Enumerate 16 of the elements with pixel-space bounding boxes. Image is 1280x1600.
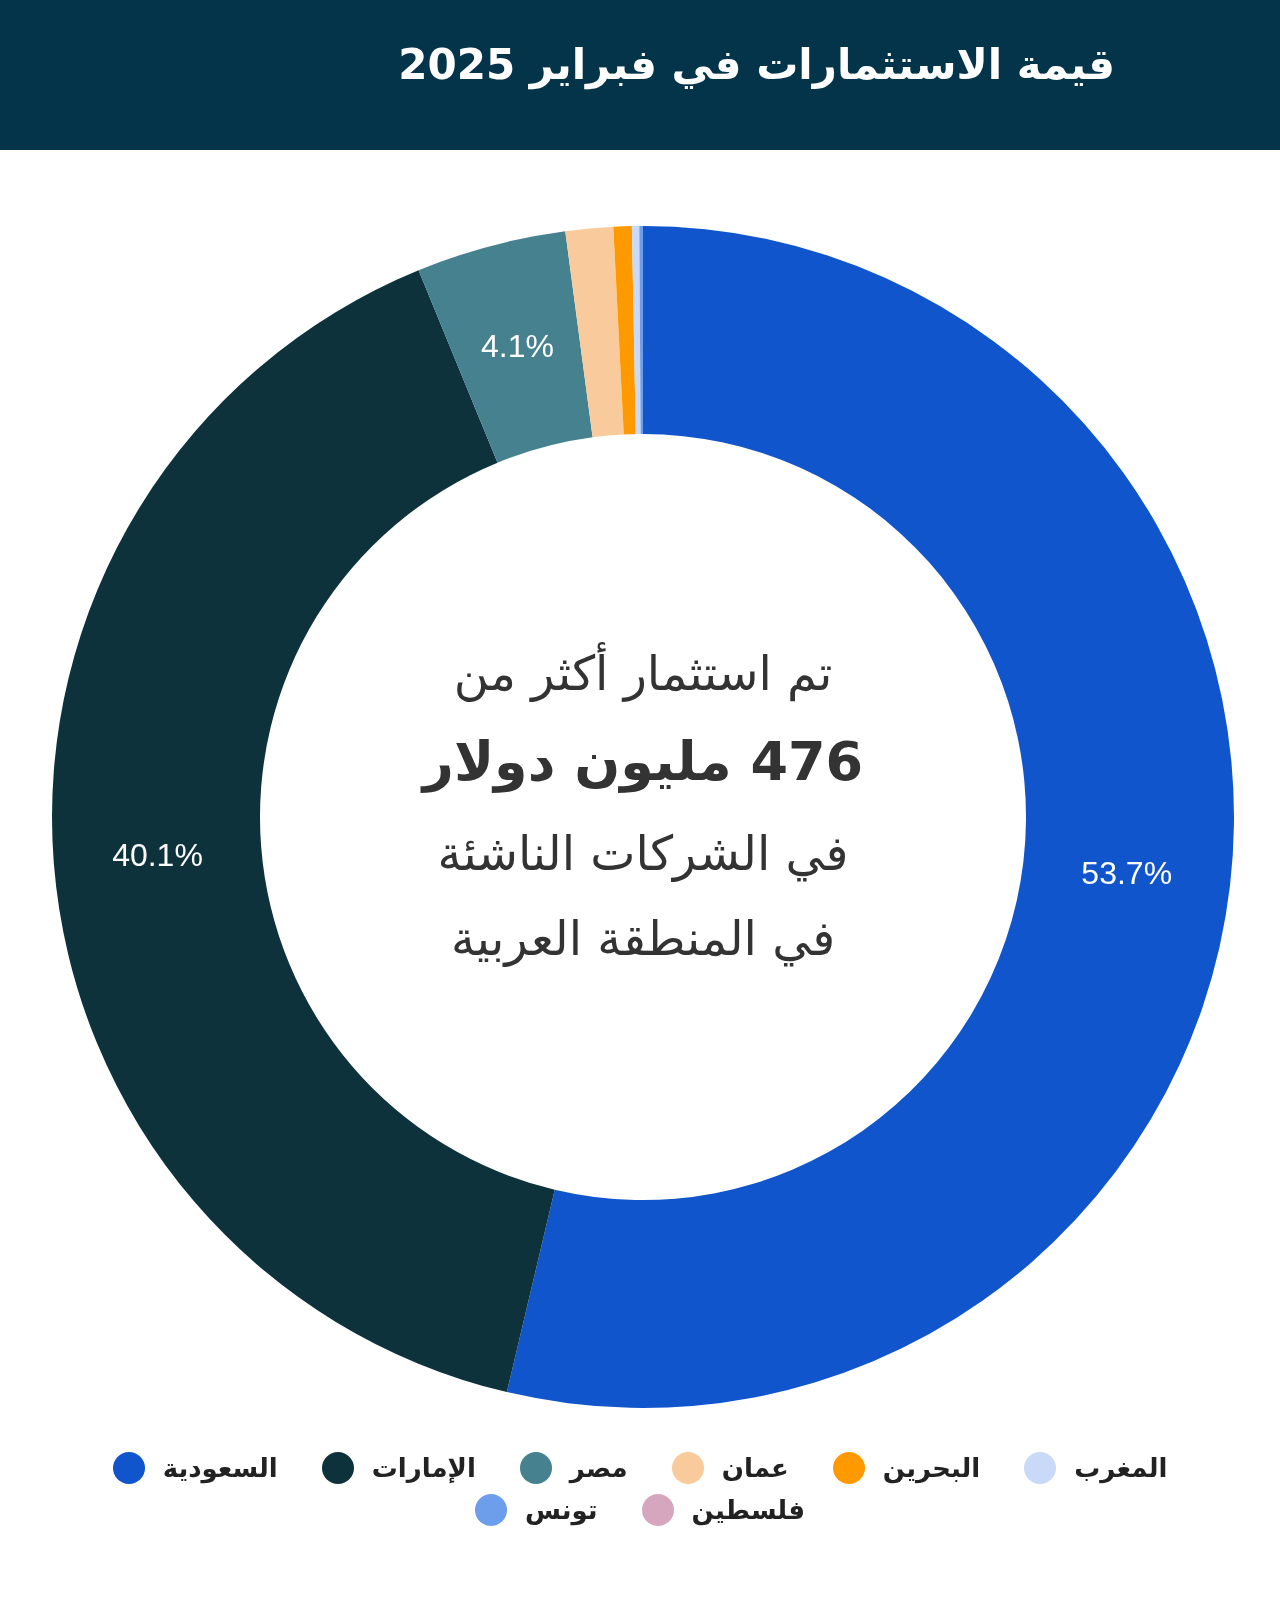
data-label: 4.1% [480,328,554,365]
legend-label: الإمارات [371,1453,476,1483]
data-label: 53.7% [1081,855,1173,892]
legend-label: تونس [524,1495,598,1525]
text: في الشركات الناشئة [437,825,849,882]
legend-label: فلسطين [691,1495,806,1525]
legend-label: المغرب [1074,1453,1168,1483]
text: في المنطقة العربية [450,910,836,967]
legend-label: السعودية [162,1453,278,1483]
legend-label: البحرين [882,1453,981,1483]
legend-label: مصر [569,1453,628,1483]
chart-title: قيمة الاستثمارات في فبراير 2025 [398,40,1115,89]
text: 476 مليون دولار [419,730,864,793]
text: تم استثمار أكثر من [453,642,833,702]
data-label: 40.1% [112,837,203,874]
legend-label: عمان [721,1453,789,1483]
